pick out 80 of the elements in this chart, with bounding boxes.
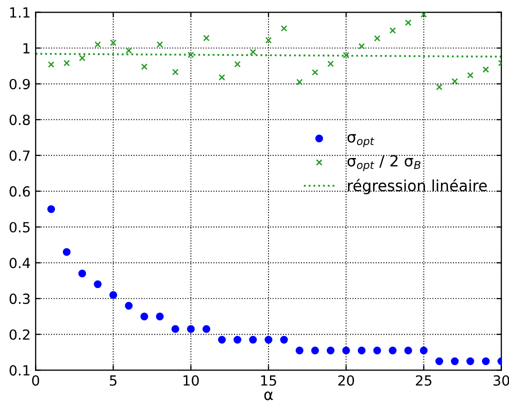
y-tick-label: 0.5	[10, 222, 30, 232]
point	[188, 52, 194, 58]
y-tick-label: 0.7	[10, 150, 30, 161]
point	[264, 336, 272, 344]
point	[280, 336, 288, 344]
y-tick-label: 1	[23, 43, 30, 54]
legend-label: régression linéaire	[348, 178, 487, 194]
point	[186, 325, 195, 333]
point	[218, 74, 226, 81]
y-tick-label: 0.4	[10, 258, 30, 268]
point	[450, 357, 459, 366]
x-tick-label: 15	[261, 375, 276, 386]
point	[62, 248, 71, 256]
point	[63, 60, 70, 66]
point	[420, 12, 427, 18]
point	[156, 41, 164, 48]
point	[110, 39, 116, 46]
point	[171, 325, 180, 333]
point	[249, 336, 257, 344]
legend-label: σ$_{opt}$	[348, 134, 374, 148]
y-tick-label: 0.8	[10, 114, 30, 126]
y-tick-label: 0.9	[10, 78, 30, 90]
point	[326, 346, 334, 354]
point	[141, 63, 148, 70]
point	[389, 27, 396, 34]
point	[374, 35, 380, 42]
point	[202, 325, 210, 333]
point	[126, 47, 132, 54]
x-tick-label: 20	[338, 375, 354, 386]
point	[436, 84, 442, 90]
x-tick-label: 10	[184, 375, 199, 386]
x-tick-label: 5	[110, 375, 116, 386]
point	[78, 270, 86, 278]
point	[342, 52, 350, 58]
point	[452, 78, 458, 85]
point	[94, 41, 101, 48]
point	[124, 302, 133, 310]
point	[234, 60, 241, 68]
point	[172, 68, 179, 76]
point	[404, 346, 412, 354]
y-tick-label: 0.3	[10, 294, 30, 304]
point	[327, 60, 334, 68]
point	[311, 346, 319, 354]
point	[388, 346, 397, 354]
point	[265, 36, 272, 44]
x-tick-label: 30	[494, 375, 509, 386]
point	[312, 69, 318, 76]
point	[109, 291, 118, 299]
point	[48, 61, 54, 68]
point	[94, 280, 102, 288]
point	[156, 312, 164, 320]
point	[296, 78, 303, 86]
point	[250, 48, 256, 56]
point	[358, 43, 365, 50]
point	[435, 357, 444, 366]
point	[482, 66, 490, 73]
point	[342, 346, 350, 354]
x-tick-label: 25	[416, 375, 432, 386]
point	[47, 205, 56, 213]
point	[218, 336, 226, 344]
point	[140, 312, 148, 320]
point	[203, 34, 210, 42]
point	[404, 19, 412, 26]
y-tick-label: 1.1	[10, 7, 30, 18]
point	[482, 357, 490, 366]
x-axis-title: α	[264, 392, 273, 400]
point	[280, 25, 288, 32]
y-tick-label: 0.6	[10, 186, 30, 197]
point	[358, 346, 366, 354]
x-tick-label: 0	[32, 375, 40, 386]
legend-label: σ$_{opt}$ / 2 σ$_{B}$	[348, 155, 420, 172]
point	[467, 72, 474, 78]
point	[420, 346, 428, 354]
point	[373, 346, 382, 354]
point	[296, 346, 304, 354]
y-tick-label: 0.2	[10, 329, 30, 340]
y-tick-label: 0.1	[10, 365, 30, 376]
point	[78, 54, 86, 62]
point	[466, 357, 474, 366]
point	[234, 336, 242, 344]
